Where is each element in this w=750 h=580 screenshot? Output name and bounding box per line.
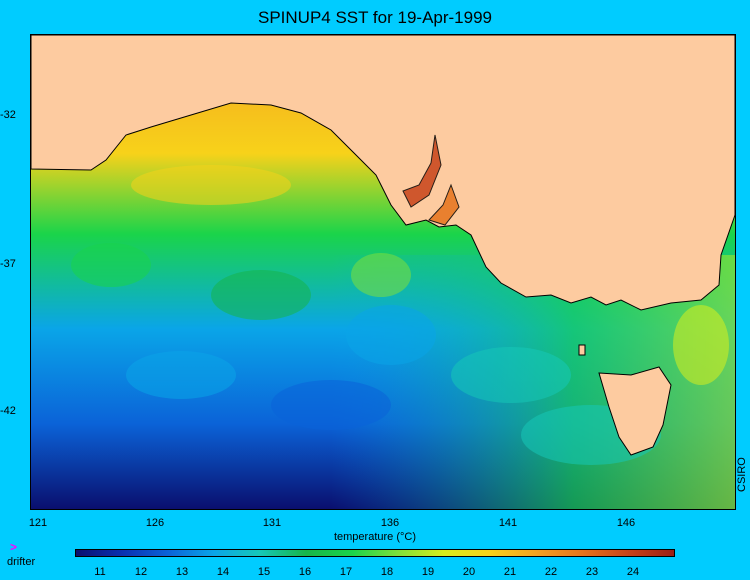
lon-tick-label: 131 — [262, 517, 282, 529]
lat-tick-label: -32 — [0, 109, 16, 121]
colorbar-tick-label: 17 — [339, 566, 353, 578]
colorbar-tick-label: 14 — [216, 566, 230, 578]
colorbar-tick-label: 24 — [626, 566, 640, 578]
land-tasmania — [598, 366, 672, 456]
lon-tick-label: 146 — [616, 517, 636, 529]
lon-tick-label: 126 — [145, 517, 165, 529]
lat-tick-label: -37 — [0, 258, 16, 270]
colorbar-tick-label: 12 — [134, 566, 148, 578]
colorbar-tick-label: 16 — [298, 566, 312, 578]
sst-map — [30, 34, 736, 510]
colorbar-label: temperature (°C) — [333, 531, 417, 543]
credit-text: CSIRO — [736, 457, 748, 492]
colorbar-tick-label: 13 — [175, 566, 189, 578]
lon-tick-label: 121 — [28, 517, 48, 529]
colorbar-tick-label: 19 — [421, 566, 435, 578]
colorbar-tick-label: 15 — [257, 566, 271, 578]
colorbar — [75, 549, 675, 557]
colorbar-tick-label: 23 — [585, 566, 599, 578]
lon-tick-label: 136 — [380, 517, 400, 529]
drifter-marker-icon: > — [10, 540, 18, 554]
map-title: SPINUP4 SST for 19-Apr-1999 — [257, 8, 492, 27]
land-australia — [31, 35, 735, 311]
drifter-legend-label: drifter — [7, 556, 36, 568]
colorbar-tick-label: 11 — [94, 566, 106, 578]
colorbar-tick-label: 21 — [503, 566, 517, 578]
colorbar-tick-label: 18 — [380, 566, 394, 578]
lon-tick-label: 141 — [498, 517, 518, 529]
colorbar-tick-label: 22 — [544, 566, 558, 578]
lat-tick-label: -42 — [0, 405, 16, 417]
colorbar-tick-label: 20 — [462, 566, 476, 578]
